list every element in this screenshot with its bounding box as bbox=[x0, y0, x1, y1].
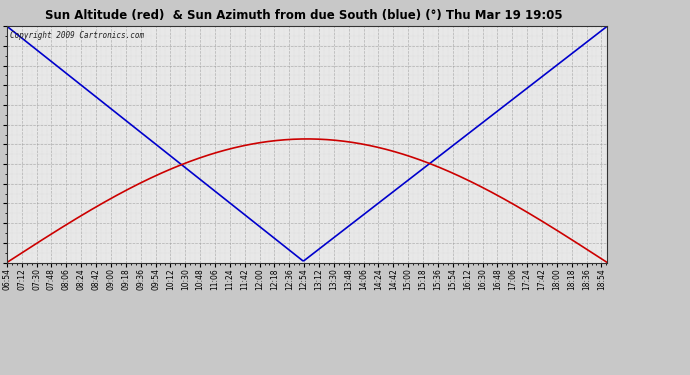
Text: Copyright 2009 Cartronics.com: Copyright 2009 Cartronics.com bbox=[10, 31, 144, 40]
Text: Sun Altitude (red)  & Sun Azimuth from due South (blue) (°) Thu Mar 19 19:05: Sun Altitude (red) & Sun Azimuth from du… bbox=[45, 9, 562, 22]
